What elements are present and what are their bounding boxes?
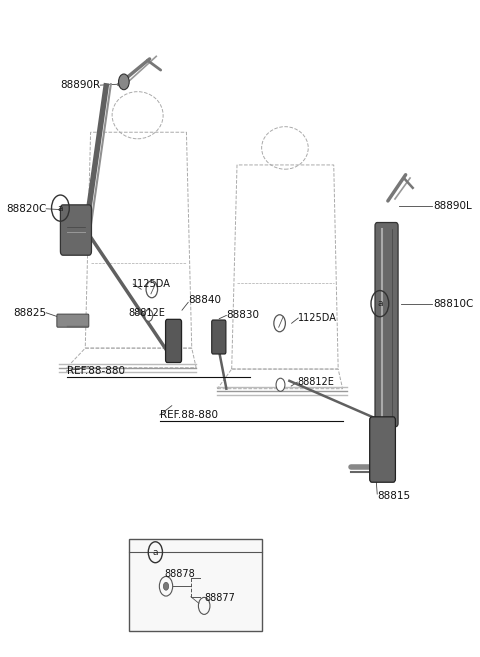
FancyBboxPatch shape <box>375 223 398 426</box>
Text: 88810C: 88810C <box>433 299 474 309</box>
FancyBboxPatch shape <box>60 205 92 255</box>
FancyBboxPatch shape <box>57 314 89 327</box>
Text: a: a <box>58 204 63 213</box>
Text: 88878: 88878 <box>164 570 195 579</box>
Circle shape <box>146 281 157 298</box>
Text: 88877: 88877 <box>204 593 235 603</box>
Circle shape <box>163 582 168 590</box>
Circle shape <box>274 315 286 332</box>
Text: 88890L: 88890L <box>433 200 472 210</box>
Circle shape <box>144 309 153 321</box>
Text: 88812E: 88812E <box>297 377 334 387</box>
FancyBboxPatch shape <box>166 319 181 363</box>
Text: 1125DA: 1125DA <box>132 279 171 289</box>
Text: 88825: 88825 <box>13 307 46 318</box>
Text: 88830: 88830 <box>227 310 259 321</box>
Text: a: a <box>377 299 383 308</box>
Text: 88840: 88840 <box>188 296 221 306</box>
Text: a: a <box>153 548 158 556</box>
FancyBboxPatch shape <box>370 417 396 482</box>
Text: 88812E: 88812E <box>129 307 166 318</box>
Text: 1125DA: 1125DA <box>298 313 337 323</box>
Text: 88820C: 88820C <box>6 204 46 214</box>
FancyBboxPatch shape <box>212 320 226 354</box>
Text: 88890R: 88890R <box>60 80 101 90</box>
Circle shape <box>119 74 129 90</box>
Text: REF.88-880: REF.88-880 <box>67 366 125 376</box>
Circle shape <box>276 378 285 392</box>
Text: 88815: 88815 <box>377 491 410 501</box>
Text: REF.88-880: REF.88-880 <box>160 410 218 420</box>
FancyBboxPatch shape <box>129 539 262 631</box>
